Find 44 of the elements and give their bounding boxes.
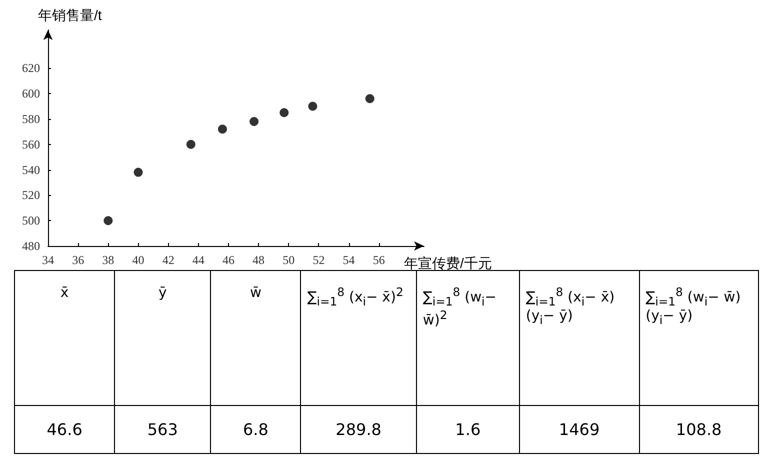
text: 108.8: [639, 406, 758, 454]
y-tick-label: 540: [22, 162, 40, 177]
text: 1469: [519, 406, 640, 454]
y-tick-label: 580: [22, 112, 40, 126]
point: [308, 102, 318, 111]
text: ȳ: [114, 270, 211, 406]
x-tick-label: 40: [132, 253, 144, 267]
x-tick-label: 54: [342, 253, 355, 267]
x-tick-label: 48: [252, 253, 265, 267]
x-tick-label: 52: [312, 253, 325, 267]
point: [280, 108, 289, 118]
y-tick-label: 480: [22, 239, 40, 253]
y-tick-label: 600: [22, 86, 40, 101]
y-tick-label: 560: [22, 137, 40, 152]
x-tick-label: 38: [102, 253, 114, 267]
x-tick-label: 42: [162, 253, 174, 267]
text: w̄: [210, 270, 301, 406]
text: 1.6: [416, 406, 520, 454]
x-axis-title: 年宣传费/千元: [404, 255, 492, 271]
x-tick-label: 50: [282, 253, 295, 267]
point: [218, 124, 227, 134]
y-axis-title: 年销售量/t: [38, 7, 102, 23]
x-tick-label: 36: [72, 253, 84, 267]
y-tick-label: 520: [22, 188, 40, 202]
point: [365, 94, 374, 104]
x-tick-label: 46: [222, 253, 234, 267]
text: 46.6: [14, 406, 115, 454]
x-tick-label: 34: [42, 253, 54, 267]
text: 289.8: [300, 406, 416, 454]
point: [134, 168, 143, 177]
y-tick-label: 500: [22, 214, 40, 228]
point: [250, 116, 259, 126]
text: x̄: [14, 270, 115, 406]
x-tick-label: 56: [372, 253, 385, 267]
text: 563: [114, 406, 211, 454]
y-tick-label: 620: [22, 61, 40, 76]
point: [104, 216, 113, 226]
text: ∑$_{i=1}$$^{8}$ (x$_{i}$− x̄)(y$_{i}$− ȳ): [526, 285, 615, 328]
x-tick-label: 44: [192, 253, 204, 267]
point: [186, 140, 196, 149]
text: ∑$_{i=1}$$^{8}$ (w$_{i}$− w̄)(y$_{i}$− ȳ): [646, 285, 741, 328]
text: ∑$_{i=1}$$^{8}$ (w$_{i}$− w̄)$^{2}$: [422, 285, 497, 330]
text: 6.8: [210, 406, 301, 454]
text: ∑$_{i=1}$$^{8}$ (x$_{i}$− x̄)$^{2}$: [300, 270, 416, 406]
